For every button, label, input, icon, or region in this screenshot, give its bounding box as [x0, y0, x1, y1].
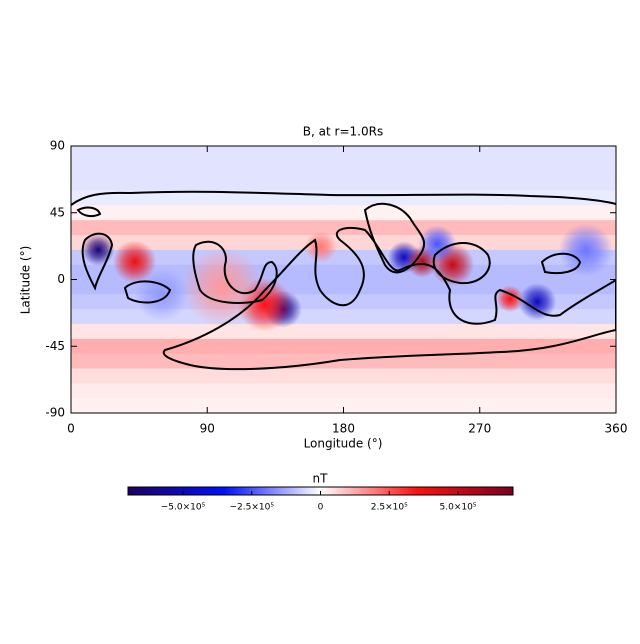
band — [71, 338, 616, 355]
band — [71, 368, 616, 384]
contours — [71, 190, 616, 371]
band — [71, 160, 616, 177]
contour — [71, 190, 616, 206]
chart-title: B, at r=1.0Rs — [303, 125, 383, 139]
contour — [76, 206, 102, 218]
blob — [112, 240, 157, 284]
blob — [518, 283, 557, 321]
x-tick-label: 270 — [468, 422, 491, 436]
band — [71, 353, 616, 369]
field — [71, 146, 616, 413]
contour — [363, 202, 426, 274]
colorbar-label: nT — [313, 472, 329, 486]
colorbar-tick-label: 5.0×10⁵ — [440, 503, 477, 513]
x-tick-label: 180 — [332, 422, 355, 436]
x-tick-label: 360 — [605, 422, 628, 436]
y-axis-label: Latitude (°) — [19, 246, 33, 315]
band — [71, 324, 616, 340]
blob — [418, 225, 457, 263]
blob — [134, 267, 190, 322]
y-tick-label: -90 — [45, 406, 65, 420]
y-tick-label: 0 — [57, 272, 65, 286]
colorbar-tick-label: 0 — [318, 503, 324, 513]
x-axis-label: Longitude (°) — [304, 437, 383, 451]
contour — [540, 252, 582, 275]
colorbar-tick-label: −5.0×10⁵ — [161, 503, 206, 513]
x-tick-label: 90 — [200, 422, 215, 436]
band — [71, 175, 616, 191]
blob — [181, 246, 264, 327]
y-tick-label: -45 — [45, 339, 65, 353]
y-tick-label: 90 — [50, 139, 65, 153]
band — [71, 205, 616, 221]
colorbar-tick-label: −2.5×10⁵ — [230, 503, 275, 513]
contour — [123, 280, 172, 304]
blob — [81, 233, 115, 266]
contour — [162, 227, 616, 371]
contour — [432, 242, 491, 285]
band — [71, 383, 616, 399]
blob — [558, 223, 613, 277]
contour — [81, 232, 114, 291]
y-tick-label: 45 — [50, 205, 65, 219]
blob — [304, 230, 338, 263]
contour — [192, 240, 278, 304]
x-tick-label: 0 — [67, 422, 75, 436]
colorbar-tick-label: 2.5×10⁵ — [371, 503, 408, 513]
